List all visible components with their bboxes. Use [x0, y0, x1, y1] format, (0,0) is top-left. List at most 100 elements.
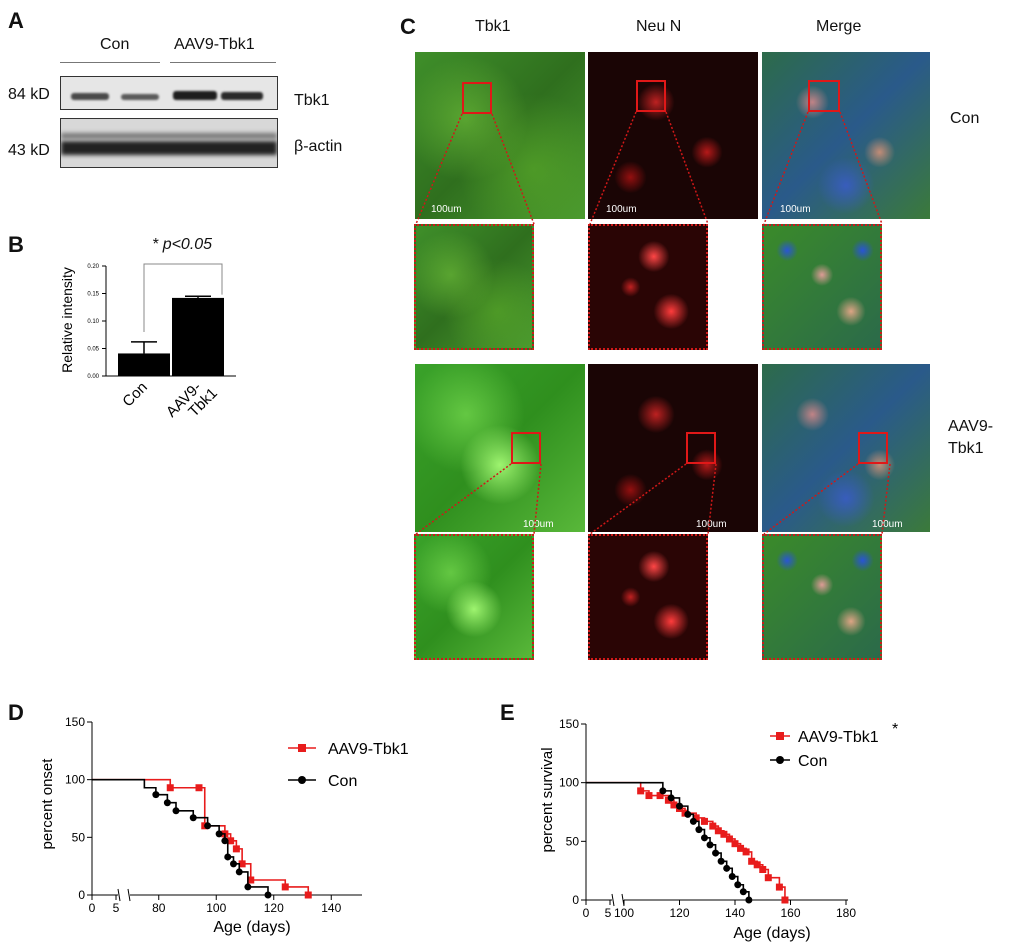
data-point: [759, 865, 767, 873]
x-tick-label: 100: [206, 901, 226, 915]
x-tick-label: 120: [264, 901, 284, 915]
micrograph-aav-tbk1: 100um: [415, 364, 585, 532]
roi-box: [808, 80, 840, 112]
data-point: [717, 857, 725, 865]
column-header-tbk1: Tbk1: [475, 18, 511, 35]
data-point: [232, 845, 240, 853]
data-point: [304, 891, 312, 899]
data-point: [667, 794, 675, 802]
group-label-con: Con: [100, 36, 130, 53]
legend-marker: [776, 756, 784, 764]
scale-bar-label: 100um: [780, 204, 811, 215]
data-point: [728, 873, 736, 881]
band: [121, 94, 159, 100]
data-point: [764, 874, 772, 882]
zoom-con-neun: [588, 224, 708, 350]
bar-Con: [118, 353, 170, 376]
data-point: [689, 817, 697, 825]
y-tick-label: 0.20: [87, 264, 99, 270]
data-point: [247, 876, 255, 884]
legend-marker: [298, 776, 306, 784]
y-tick-label: 0.05: [87, 347, 99, 353]
y-tick-label: 0.15: [87, 292, 99, 298]
scale-bar-label: 100um: [872, 519, 903, 530]
roi-box: [686, 432, 716, 464]
column-header-neun: Neu N: [636, 18, 682, 35]
scale-bar-label: 100um: [523, 519, 554, 530]
significance-label: * p<0.05: [152, 236, 212, 254]
zoom-aav-neun: [588, 534, 708, 660]
x-tick-label: 0: [89, 901, 96, 915]
data-point: [684, 810, 692, 818]
data-point: [645, 792, 653, 800]
data-point: [215, 830, 223, 838]
roi-box: [511, 432, 541, 464]
panel-letter-b: B: [8, 232, 24, 257]
protein-label-tbk1: Tbk1: [294, 92, 330, 109]
data-point: [745, 896, 753, 904]
significance-star: *: [152, 236, 159, 253]
data-point: [700, 834, 708, 842]
data-point: [731, 840, 739, 848]
band: [221, 92, 263, 100]
data-point: [734, 881, 742, 889]
scale-bar-label: 100um: [696, 519, 727, 530]
y-axis-title: percent survival: [539, 747, 556, 852]
micrograph-con-merge: 100um: [762, 52, 930, 219]
data-point: [737, 844, 745, 852]
micrograph-con-tbk1: 100um: [415, 52, 585, 219]
data-point: [189, 814, 197, 822]
data-point: [714, 827, 722, 835]
protein-label-actin: β-actin: [294, 138, 343, 155]
x-tick-label: 180: [836, 906, 856, 920]
micrograph-aav-merge: 100um: [762, 364, 930, 532]
roi-box: [858, 432, 888, 464]
panel-letter-a: A: [8, 8, 24, 33]
x-tick-label: 160: [780, 906, 800, 920]
micrograph-aav-neun: 100um: [588, 364, 758, 532]
data-point: [700, 817, 708, 825]
x-tick-label: 5: [113, 901, 120, 915]
y-tick-label: 0.00: [87, 374, 99, 380]
y-tick-label: 50: [72, 830, 86, 844]
data-point: [775, 883, 783, 891]
data-point: [221, 837, 229, 845]
row-label-con: Con: [950, 110, 980, 127]
x-tick-label: 0: [583, 906, 590, 920]
data-point: [235, 868, 243, 876]
legend-marker: [298, 744, 306, 752]
zoom-aav-merge: [762, 534, 882, 660]
data-point: [742, 848, 750, 856]
axis-break: [117, 888, 121, 902]
x-axis-title: Age (days): [213, 919, 290, 936]
roi-box: [636, 80, 666, 112]
x-tick-label: 140: [725, 906, 745, 920]
data-point: [238, 860, 246, 868]
significance-bracket: [143, 263, 223, 332]
group-label-aav9-tbk1: AAV9-Tbk1: [174, 36, 255, 53]
data-point: [152, 791, 160, 799]
data-point: [224, 853, 232, 861]
significance-p: p<0.05: [162, 236, 213, 253]
x-tick-label: 140: [321, 901, 341, 915]
panel-letter-d: D: [8, 700, 24, 725]
data-point: [720, 830, 728, 838]
axis-break: [127, 888, 131, 902]
data-point: [230, 860, 237, 868]
column-header-merge: Merge: [816, 18, 862, 35]
series-line-AAV9-Tbk1: [92, 778, 310, 895]
data-point: [166, 784, 174, 792]
data-point: [670, 801, 678, 809]
data-point: [753, 861, 761, 869]
x-tick-label: 120: [669, 906, 689, 920]
x-tick-label: 5: [605, 906, 612, 920]
data-point: [748, 857, 756, 865]
zoom-aav-tbk1: [414, 534, 534, 660]
zoom-con-tbk1: [414, 224, 534, 350]
data-point: [723, 864, 731, 872]
legend-marker: [776, 732, 784, 740]
legend-significance-star: *: [892, 721, 898, 738]
group-line-con: [60, 62, 160, 63]
x-tick-label: 100: [614, 906, 634, 920]
